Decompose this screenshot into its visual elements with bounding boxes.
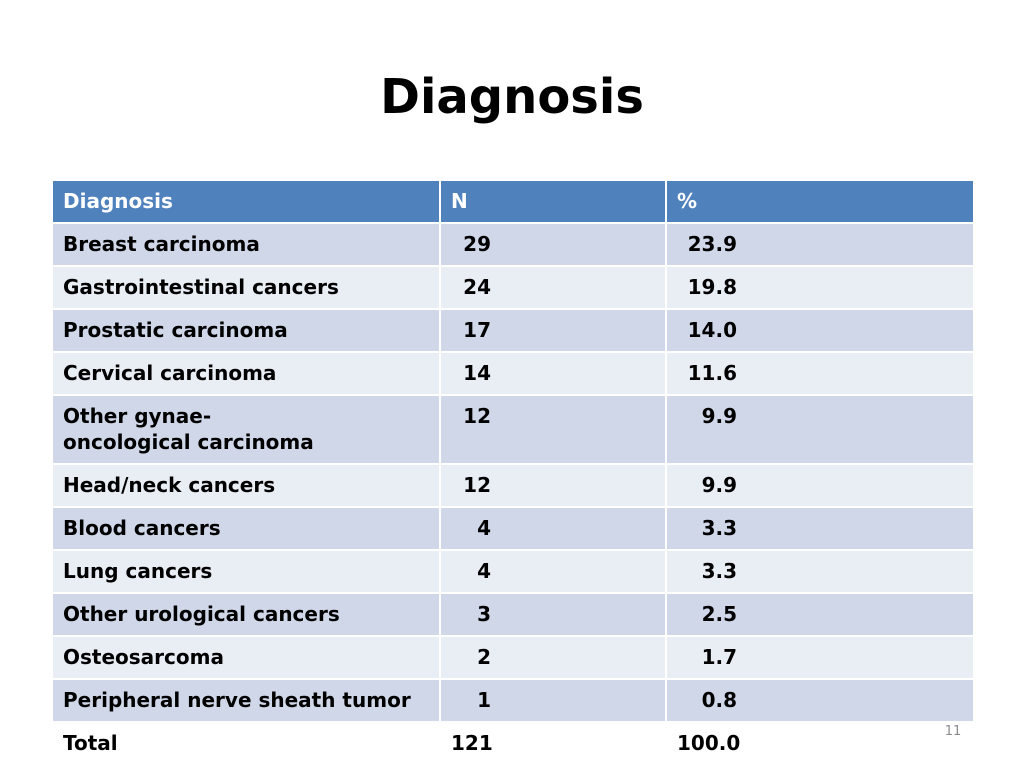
cell-diagnosis: Prostatic carcinoma <box>51 308 441 353</box>
cell-n-value: 12 <box>463 473 491 497</box>
table-row: Peripheral nerve sheath tumor 1 0.8 <box>51 678 975 723</box>
total-label: Total <box>51 721 441 766</box>
total-percent-value: 100.0 <box>677 731 741 755</box>
cell-diagnosis: Peripheral nerve sheath tumor <box>51 678 441 723</box>
cell-percent-value: 9.9 <box>701 473 737 497</box>
cell-n: 2 <box>439 635 667 680</box>
cell-diagnosis: Blood cancers <box>51 506 441 551</box>
cell-percent-value: 1.7 <box>701 645 737 669</box>
total-percent: 100.0 <box>665 721 975 766</box>
cell-percent: 11.6 <box>665 351 975 396</box>
cell-n: 1 <box>439 678 667 723</box>
cell-diagnosis: Breast carcinoma <box>51 222 441 267</box>
cell-diagnosis: Gastrointestinal cancers <box>51 265 441 310</box>
table-row: Osteosarcoma 2 1.7 <box>51 635 975 680</box>
cell-diagnosis: Head/neck cancers <box>51 463 441 508</box>
cell-percent-value: 14.0 <box>687 318 737 342</box>
cell-n-value: 1 <box>477 688 491 712</box>
page-number: 11 <box>944 724 962 739</box>
cell-percent-value: 3.3 <box>701 516 737 540</box>
cell-percent-value: 19.8 <box>687 275 737 299</box>
cell-diagnosis: Osteosarcoma <box>51 635 441 680</box>
total-n-value: 121 <box>451 731 493 755</box>
cell-n-value: 29 <box>463 232 491 256</box>
table-row: Blood cancers 4 3.3 <box>51 506 975 551</box>
cell-n: 12 <box>439 463 667 508</box>
cell-percent: 0.8 <box>665 678 975 723</box>
cell-n: 17 <box>439 308 667 353</box>
cell-diagnosis: Cervical carcinoma <box>51 351 441 396</box>
cell-diagnosis: Lung cancers <box>51 549 441 594</box>
cell-percent: 14.0 <box>665 308 975 353</box>
cell-n-value: 17 <box>463 318 491 342</box>
table-total-row: Total 121 100.0 <box>51 721 975 766</box>
table-row: Breast carcinoma 29 23.9 <box>51 222 975 267</box>
table-row: Other urological cancers 3 2.5 <box>51 592 975 637</box>
cell-percent-value: 3.3 <box>701 559 737 583</box>
cell-percent: 1.7 <box>665 635 975 680</box>
cell-percent: 9.9 <box>665 394 975 465</box>
cell-n: 29 <box>439 222 667 267</box>
cell-n: 12 <box>439 394 667 465</box>
table-header-row: Diagnosis N % <box>51 179 975 224</box>
table-row: Other gynae-oncological carcinoma 12 9.9 <box>51 394 975 465</box>
header-diagnosis: Diagnosis <box>51 179 441 224</box>
cell-diagnosis: Other urological cancers <box>51 592 441 637</box>
cell-n-value: 12 <box>463 404 491 428</box>
cell-n-value: 24 <box>463 275 491 299</box>
cell-percent-value: 2.5 <box>701 602 737 626</box>
table-row: Gastrointestinal cancers 24 19.8 <box>51 265 975 310</box>
cell-n: 24 <box>439 265 667 310</box>
cell-percent-value: 0.8 <box>701 688 737 712</box>
cell-percent: 23.9 <box>665 222 975 267</box>
cell-n: 3 <box>439 592 667 637</box>
table-row: Cervical carcinoma 14 11.6 <box>51 351 975 396</box>
cell-n-value: 14 <box>463 361 491 385</box>
header-n: N <box>439 179 667 224</box>
cell-percent-value: 11.6 <box>687 361 737 385</box>
diagnosis-table: Diagnosis N % Breast carcinoma 29 23.9 G… <box>51 179 975 766</box>
cell-n-value: 4 <box>477 516 491 540</box>
cell-n-value: 4 <box>477 559 491 583</box>
table-row: Lung cancers 4 3.3 <box>51 549 975 594</box>
table-row: Prostatic carcinoma 17 14.0 <box>51 308 975 353</box>
cell-percent: 3.3 <box>665 549 975 594</box>
cell-n-value: 3 <box>477 602 491 626</box>
diagnosis-table-container: Diagnosis N % Breast carcinoma 29 23.9 G… <box>51 179 975 766</box>
cell-n: 4 <box>439 549 667 594</box>
cell-n: 4 <box>439 506 667 551</box>
table-row: Head/neck cancers 12 9.9 <box>51 463 975 508</box>
cell-percent: 2.5 <box>665 592 975 637</box>
cell-percent-value: 9.9 <box>701 404 737 428</box>
cell-percent: 9.9 <box>665 463 975 508</box>
cell-percent: 19.8 <box>665 265 975 310</box>
cell-percent: 3.3 <box>665 506 975 551</box>
header-percent: % <box>665 179 975 224</box>
total-n: 121 <box>439 721 667 766</box>
cell-n: 14 <box>439 351 667 396</box>
cell-diagnosis: Other gynae-oncological carcinoma <box>51 394 441 465</box>
cell-percent-value: 23.9 <box>687 232 737 256</box>
cell-n-value: 2 <box>477 645 491 669</box>
slide-title: Diagnosis <box>380 69 644 125</box>
